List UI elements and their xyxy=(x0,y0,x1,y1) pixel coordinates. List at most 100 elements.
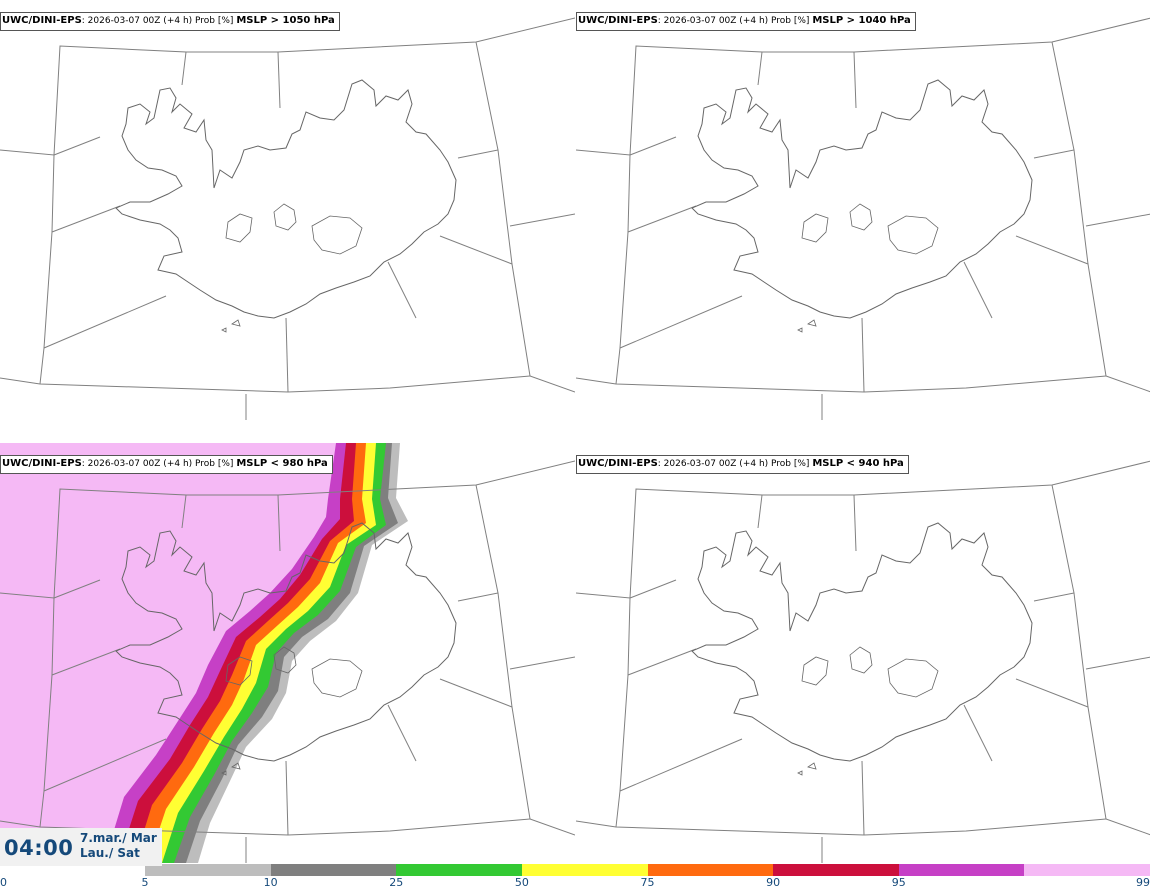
legend-color-bar xyxy=(145,864,1150,876)
legend-tick-label: 90 xyxy=(766,876,781,889)
boundary-line xyxy=(576,45,763,156)
glacier-outline xyxy=(807,319,817,327)
glacier-outline xyxy=(231,762,241,770)
legend-swatch xyxy=(647,864,774,876)
boundary-line xyxy=(619,738,743,792)
prob-band-99 xyxy=(0,443,336,863)
basemap xyxy=(0,460,575,863)
boundary-line xyxy=(629,136,677,156)
legend-swatch xyxy=(270,864,397,876)
legend-swatch xyxy=(145,864,271,876)
legend-tick-label: 0 xyxy=(0,876,7,889)
run-info: : 2026-03-07 00Z (+4 h) Prob [%] xyxy=(81,16,234,26)
boundary-line xyxy=(285,317,289,393)
basemap xyxy=(576,460,1150,863)
boundary-line xyxy=(1073,592,1150,836)
glacier-outline xyxy=(887,215,939,255)
glacier-outline xyxy=(801,213,829,243)
glacier-outline xyxy=(801,656,829,686)
boundary-line xyxy=(285,760,289,836)
map-canvas xyxy=(0,443,575,863)
legend-tick-label: 95 xyxy=(891,876,906,889)
boundary-line xyxy=(619,295,743,349)
run-info: : 2026-03-07 00Z (+4 h) Prob [%] xyxy=(657,459,810,469)
boundary-line xyxy=(186,51,281,109)
boundary-line xyxy=(1015,235,1089,265)
legend-swatch xyxy=(1024,864,1150,876)
boundary-line xyxy=(1033,41,1075,159)
panel-title: UWC/DINI-EPS: 2026-03-07 00Z (+4 h) Prob… xyxy=(576,455,909,474)
glacier-outline xyxy=(807,762,817,770)
panel-title: UWC/DINI-EPS: 2026-03-07 00Z (+4 h) Prob… xyxy=(576,12,916,31)
boundary-line xyxy=(629,579,677,599)
legend-swatch xyxy=(396,864,522,876)
probability-field xyxy=(0,443,408,863)
panel-title: UWC/DINI-EPS: 2026-03-07 00Z (+4 h) Prob… xyxy=(0,12,340,31)
glacier-outline xyxy=(225,656,253,686)
boundary-line xyxy=(576,488,763,599)
map-panel-mslp-lt-980: UWC/DINI-EPS: 2026-03-07 00Z (+4 h) Prob… xyxy=(0,443,575,863)
valid-date-line2: Lau./ Sat xyxy=(80,846,140,860)
model-source: UWC/DINI-EPS xyxy=(2,458,82,469)
basemap xyxy=(576,17,1150,420)
boundary-line xyxy=(615,597,631,828)
glacier-outline xyxy=(311,658,363,698)
boundary-line xyxy=(43,295,167,349)
boundary-line xyxy=(39,154,55,385)
glacier-outline xyxy=(231,319,241,327)
glacier-outline xyxy=(849,646,873,674)
boundary-line xyxy=(0,488,187,599)
glacier-outline xyxy=(273,646,297,674)
boundary-line xyxy=(963,261,993,319)
glacier-outline xyxy=(273,203,297,231)
legend-swatch xyxy=(521,864,648,876)
boundary-line xyxy=(963,704,993,762)
panel-title: UWC/DINI-EPS: 2026-03-07 00Z (+4 h) Prob… xyxy=(0,455,333,474)
boundary-line xyxy=(1015,678,1089,708)
threshold-condition: MSLP > 1050 hPa xyxy=(236,15,335,26)
boundary-line xyxy=(497,149,575,393)
model-source: UWC/DINI-EPS xyxy=(578,15,658,26)
boundary-line xyxy=(439,235,513,265)
boundary-line xyxy=(627,205,697,233)
boundary-line xyxy=(0,375,531,393)
threshold-condition: MSLP > 1040 hPa xyxy=(812,15,911,26)
legend-tick-label: 99 xyxy=(1136,876,1150,889)
glacier-outline xyxy=(221,327,227,333)
boundary-line xyxy=(457,484,499,602)
legend-tick-label: 75 xyxy=(640,876,655,889)
boundary-line xyxy=(0,45,187,156)
boundary-line xyxy=(509,213,575,227)
valid-time-clock: 04:00 xyxy=(4,836,74,860)
map-canvas xyxy=(576,17,1150,420)
glacier-outline xyxy=(225,213,253,243)
coastline-iceland xyxy=(115,79,457,319)
coastline-iceland xyxy=(691,79,1033,319)
boundary-line xyxy=(762,494,857,552)
valid-date-line1: 7.mar./ Mar xyxy=(80,831,157,845)
map-panel-mslp-gt-1050: UWC/DINI-EPS: 2026-03-07 00Z (+4 h) Prob… xyxy=(0,0,575,420)
threshold-condition: MSLP < 940 hPa xyxy=(812,458,904,469)
coastline-iceland xyxy=(115,522,457,762)
boundary-line xyxy=(457,41,499,159)
boundary-line xyxy=(576,375,1107,393)
run-info: : 2026-03-07 00Z (+4 h) Prob [%] xyxy=(657,16,810,26)
boundary-line xyxy=(51,648,121,676)
boundary-line xyxy=(439,678,513,708)
boundary-line xyxy=(43,738,167,792)
boundary-line xyxy=(387,704,417,762)
valid-time-box: 04:00 7.mar./ Mar Lau./ Sat xyxy=(0,828,162,866)
boundary-line xyxy=(861,760,865,836)
boundary-line xyxy=(1033,484,1075,602)
model-source: UWC/DINI-EPS xyxy=(578,458,658,469)
boundary-line xyxy=(1085,213,1150,227)
boundary-line xyxy=(53,136,101,156)
legend-tick-label: 10 xyxy=(263,876,278,889)
boundary-line xyxy=(576,818,1107,836)
legend-tick-label: 5 xyxy=(141,876,149,889)
run-info: : 2026-03-07 00Z (+4 h) Prob [%] xyxy=(81,459,234,469)
legend-swatch xyxy=(898,864,1025,876)
probability-legend: 0 5 10 25 50 75 90 95 99 xyxy=(0,862,1150,891)
boundary-line xyxy=(387,261,417,319)
boundary-line xyxy=(627,648,697,676)
